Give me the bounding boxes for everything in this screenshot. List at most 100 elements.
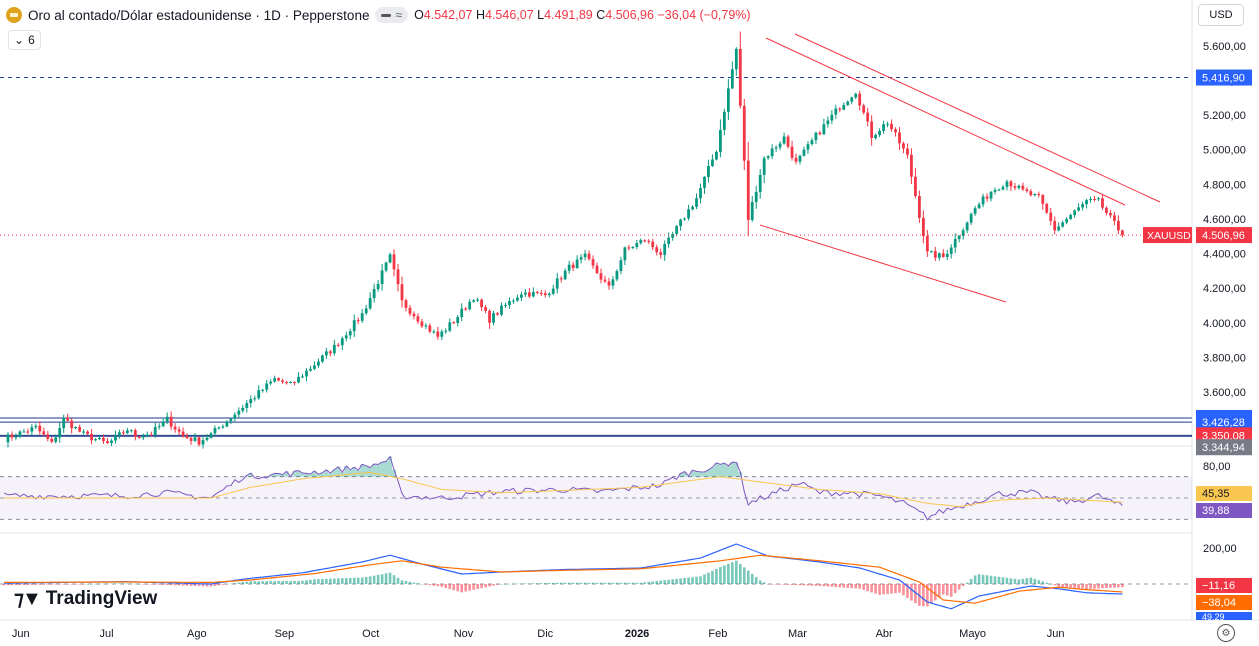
candle-body xyxy=(376,284,380,290)
candle-body xyxy=(18,431,22,437)
macd-histogram-bar xyxy=(746,570,750,584)
macd-histogram-bar xyxy=(436,584,440,587)
candle-body xyxy=(416,316,420,322)
macd-histogram-bar xyxy=(496,584,499,585)
macd-histogram-bar xyxy=(98,583,101,585)
macd-histogram-bar xyxy=(973,575,977,584)
candle-body xyxy=(1093,198,1096,200)
macd-histogram-bar xyxy=(551,582,555,584)
macd-histogram-bar xyxy=(679,578,682,584)
candle-body xyxy=(770,148,774,157)
macd-histogram-bar xyxy=(484,584,487,588)
macd-histogram-bar xyxy=(651,581,655,584)
macd-histogram-bar xyxy=(257,581,261,584)
macd-histogram-bar xyxy=(703,574,706,584)
candle-body xyxy=(424,325,428,327)
macd-histogram-bar xyxy=(157,584,161,585)
macd-histogram-bar xyxy=(810,584,814,586)
minus-icon xyxy=(381,13,392,17)
candle-body xyxy=(834,108,838,115)
macd-histogram-bar xyxy=(341,578,344,584)
brand-text: TradingView xyxy=(45,587,158,609)
macd-histogram-bar xyxy=(488,584,491,587)
candle-body xyxy=(1005,181,1009,187)
macd-histogram-bar xyxy=(957,584,961,590)
macd-histogram-bar xyxy=(1025,578,1029,584)
time-axis-label: Jun xyxy=(1047,628,1065,640)
candle-body xyxy=(850,97,854,102)
macd-histogram-bar xyxy=(169,584,173,586)
candle-body xyxy=(929,251,933,253)
candle-body xyxy=(587,253,591,260)
macd-histogram-bar xyxy=(181,584,185,586)
macd-histogram-bar xyxy=(464,584,467,592)
macd-histogram-bar xyxy=(579,582,583,584)
macd-hist-label-bg xyxy=(1196,578,1252,593)
macd-histogram-bar xyxy=(285,580,288,584)
macd-histogram-bar xyxy=(217,584,221,586)
currency-selector[interactable]: USD xyxy=(1198,4,1244,26)
macd-histogram-bar xyxy=(1033,578,1037,584)
candle-body xyxy=(878,131,881,135)
macd-histogram-bar xyxy=(543,583,547,584)
level-price-label-bg xyxy=(1196,69,1252,86)
macd-histogram-bar xyxy=(440,584,444,587)
candle-body xyxy=(317,361,320,366)
candle-body xyxy=(460,308,464,318)
candle-body xyxy=(82,431,85,433)
candle-body xyxy=(981,196,985,205)
macd-histogram-bar xyxy=(786,584,790,585)
symbol-title[interactable]: Oro al contado/Dólar estadounidense · 1D… xyxy=(28,7,370,23)
macd-histogram-bar xyxy=(82,584,85,585)
candle-body xyxy=(145,434,149,437)
candle-body xyxy=(392,254,396,270)
macd-histogram-bar xyxy=(1053,584,1057,586)
candle-body xyxy=(1045,203,1049,213)
macd-histogram-bar xyxy=(352,577,356,584)
macd-histogram-bar xyxy=(1097,584,1100,589)
candle-body xyxy=(452,322,456,324)
macd-histogram-bar xyxy=(6,584,10,586)
macd-histogram-bar xyxy=(945,584,949,596)
candle-body xyxy=(30,427,34,432)
candle-body xyxy=(937,253,941,258)
macd-histogram-bar xyxy=(536,583,539,584)
macd-histogram-bar xyxy=(90,583,93,585)
macd-histogram-bar xyxy=(424,584,428,585)
macd-histogram-bar xyxy=(38,584,42,585)
macd-histogram-bar xyxy=(2,584,6,586)
macd-histogram-bar xyxy=(225,584,229,585)
macd-histogram-bar xyxy=(1101,584,1104,589)
candle-body xyxy=(631,246,635,248)
candle-body xyxy=(790,146,794,158)
candle-body xyxy=(74,426,78,429)
candle-body xyxy=(635,243,639,247)
candle-body xyxy=(1033,193,1037,196)
macd-histogram-bar xyxy=(961,584,965,587)
candle-body xyxy=(854,93,858,98)
rsi-tick-label: 80,00 xyxy=(1203,461,1231,473)
trendline-lower[interactable] xyxy=(759,224,1007,303)
macd-histogram-bar xyxy=(233,583,237,584)
indicators-toggle[interactable]: ⌄ 6 xyxy=(8,30,41,50)
macd-histogram-bar xyxy=(941,584,945,595)
time-axis-label: 2026 xyxy=(625,628,649,640)
candle-body xyxy=(997,189,1001,191)
macd-histogram-bar xyxy=(42,584,46,585)
trendline-outer[interactable] xyxy=(794,33,1161,203)
candle-body xyxy=(229,418,233,422)
candle-body xyxy=(886,123,889,125)
tradingview-logo[interactable]: ⁊▼ TradingView xyxy=(10,586,162,611)
candle-body xyxy=(137,436,141,438)
change-value: −36,04 (−0,79%) xyxy=(657,8,751,22)
candle-body xyxy=(408,307,412,314)
macd-histogram-bar xyxy=(1065,584,1068,588)
trendline-upper[interactable] xyxy=(765,37,1126,206)
macd-histogram-bar xyxy=(161,584,165,585)
candle-body xyxy=(1089,198,1092,201)
candle-body xyxy=(659,252,663,255)
gear-icon[interactable]: ⚙ xyxy=(1217,624,1235,642)
compare-pill[interactable]: ≈ xyxy=(375,7,409,23)
macd-histogram-bar xyxy=(818,584,822,586)
